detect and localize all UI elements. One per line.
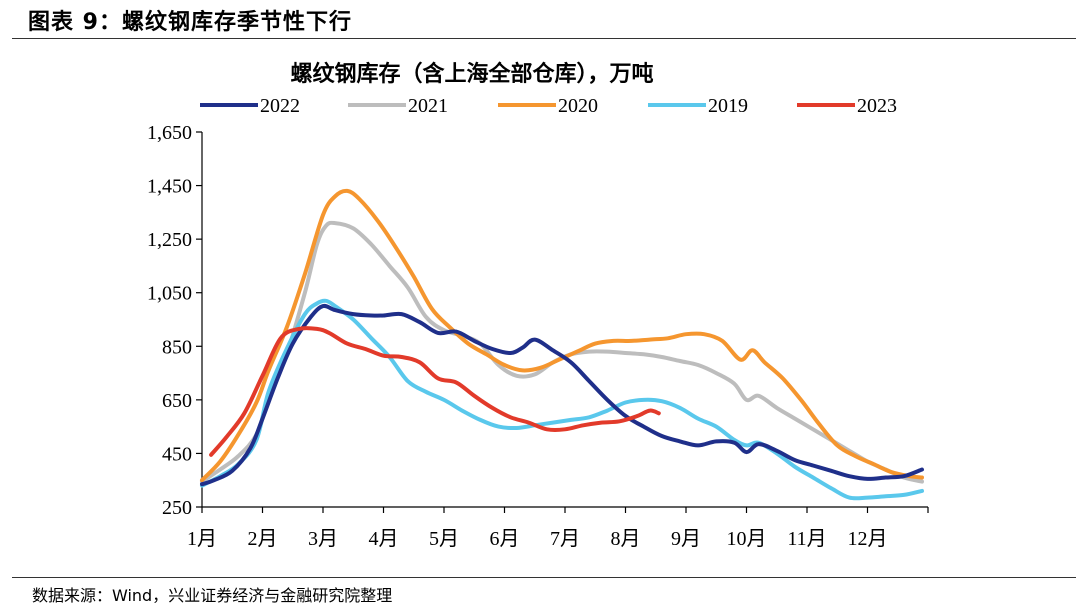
x-axis: 1月 2月 3月 4月 5月 6月 7月 8月 9月 10月 11月 12月 [187, 506, 929, 550]
series-line-2022 [200, 303, 924, 487]
y-tick-label: 1,650 [147, 122, 192, 144]
chart: 螺纹钢库存（含上海全部仓库），万吨 2022 2021 2020 2019 2023 1… [147, 61, 929, 550]
x-tick-label: 3月 [308, 528, 338, 550]
legend-label-2022: 2022 [260, 95, 300, 117]
y-tick-label: 850 [162, 336, 192, 358]
legend: 2022 2021 2020 2019 2023 [200, 95, 897, 117]
y-tick-label: 650 [162, 390, 192, 412]
y-tick-label: 450 [162, 443, 192, 465]
x-tick-label: 1月 [187, 528, 217, 550]
series-line-2023 [209, 326, 661, 457]
x-tick-label: 9月 [671, 528, 701, 550]
legend-label-2020: 2020 [558, 95, 598, 117]
series-line-2020 [200, 188, 924, 483]
x-tick-label: 2月 [248, 528, 278, 550]
y-tick-label: 1,050 [147, 283, 192, 305]
x-tick-label: 11月 [787, 528, 826, 550]
plot-lines [200, 188, 924, 501]
y-tick-label: 250 [162, 497, 192, 519]
legend-label-2019: 2019 [708, 95, 748, 117]
y-tick-label: 1,450 [147, 176, 192, 198]
x-tick-label: 5月 [429, 528, 459, 550]
figure-source: 数据来源：Wind，兴业证券经济与金融研究院整理 [32, 586, 393, 605]
y-axis: 1,650 1,450 1,250 1,050 850 650 450 250 [147, 122, 203, 519]
top-rule [12, 38, 1076, 39]
x-tick-label: 8月 [611, 528, 641, 550]
x-tick-label: 6月 [490, 528, 520, 550]
chart-title: 螺纹钢库存（含上海全部仓库），万吨 [290, 61, 653, 87]
x-tick-label: 10月 [727, 528, 767, 550]
figure-title: 图表 9：螺纹钢库存季节性下行 [28, 10, 352, 35]
legend-label-2023: 2023 [857, 95, 897, 117]
x-tick-label: 12月 [848, 528, 888, 550]
y-tick-label: 1,250 [147, 229, 192, 251]
legend-label-2021: 2021 [408, 95, 448, 117]
x-tick-label: 7月 [550, 528, 580, 550]
bottom-rule [12, 577, 1076, 578]
series-line-2019 [200, 298, 924, 501]
figure-header: 图表 9：螺纹钢库存季节性下行 [0, 0, 1080, 40]
x-tick-label: 4月 [369, 528, 399, 550]
